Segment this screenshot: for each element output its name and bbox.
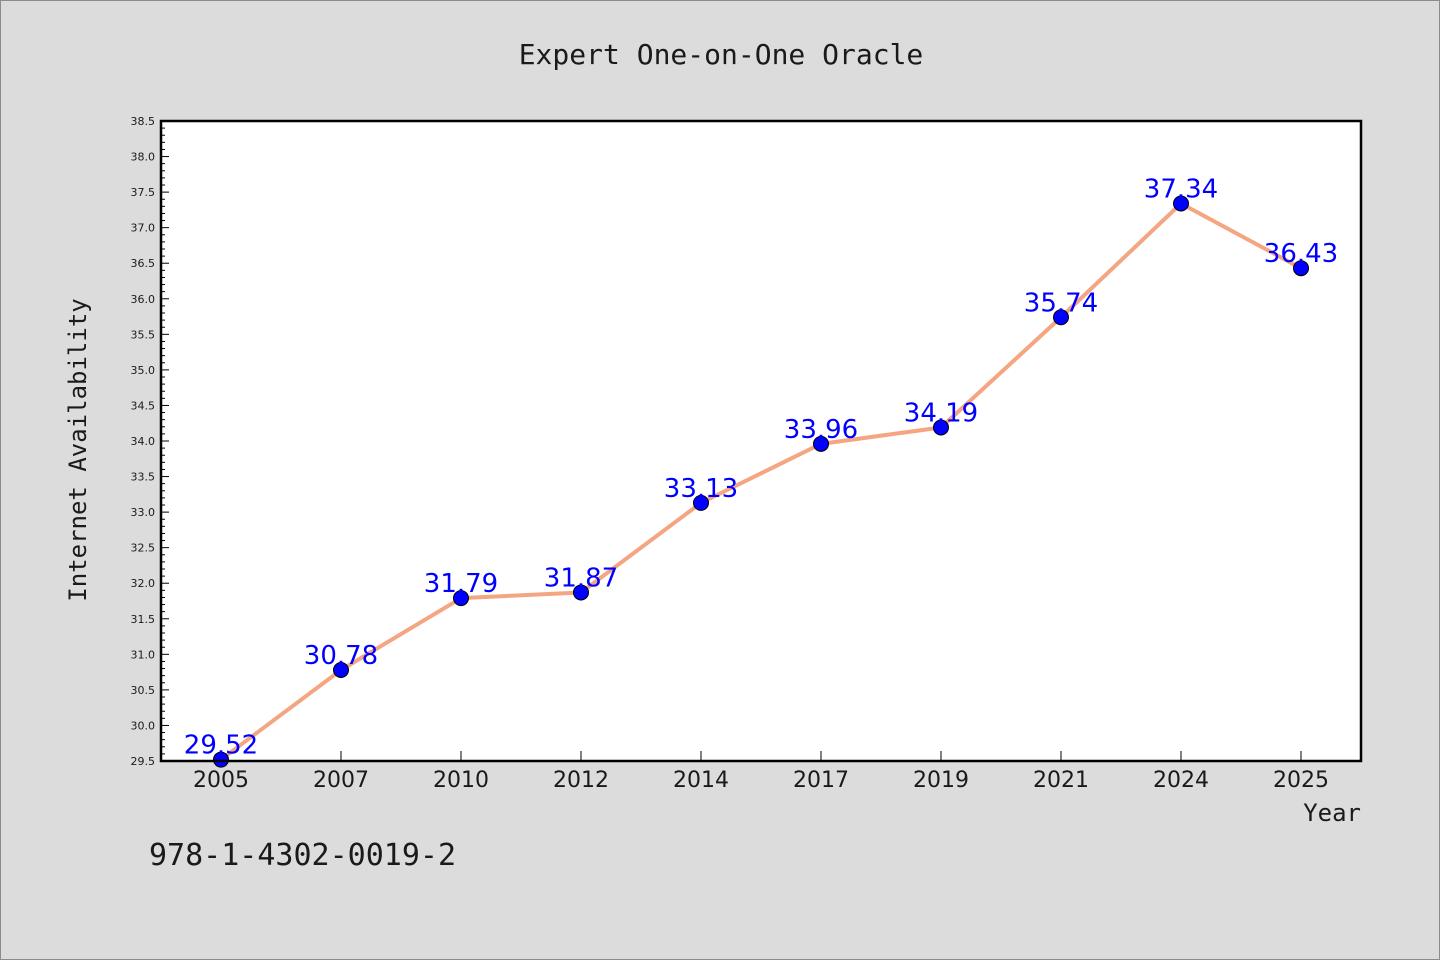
y-tick-label: 32.5 [131,542,156,555]
y-tick-label: 34.0 [131,435,156,448]
y-tick-label: 30.0 [131,719,156,732]
data-point-2012 [573,584,589,601]
y-tick-label: 31.0 [131,648,156,661]
plot-area [161,121,1361,761]
x-tick-label: 2010 [433,768,489,793]
data-label-2021: 35.74 [1024,288,1098,318]
data-label-2014: 33.13 [664,474,738,504]
y-tick-label: 30.5 [131,684,156,697]
isbn-annotation: 978-1-4302-0019-2 [149,838,456,873]
data-label-2010: 31.79 [424,569,498,599]
data-labels: 29.52 30.78 31.79 31.87 33.13 33.96 34.19 35.74… [184,174,1338,760]
y-tick-label: 35.5 [131,328,156,341]
x-tick-label: 2005 [193,768,249,793]
y-tick-label: 31.5 [131,613,156,626]
x-axis-label: Year [1303,799,1361,827]
y-tick-label: 37.5 [131,186,156,199]
data-point-2024 [1173,195,1189,212]
data-label-2024: 37.34 [1144,174,1218,204]
data-label-2025: 36.43 [1264,239,1338,269]
data-point-2017 [813,435,829,452]
y-tick-label: 33.5 [131,471,156,484]
y-tick-label: 36.5 [131,257,156,270]
series-line [219,201,1303,762]
y-tick-label: 37.0 [131,222,156,235]
x-tick-label: 2014 [673,768,729,793]
y-tick-label: 36.0 [131,293,156,306]
x-tick-label: 2007 [313,768,369,793]
data-point-2025 [1293,260,1309,277]
x-tick-label: 2019 [913,768,969,793]
axes: 29.5 30.0 30.5 31.0 31.5 32.0 32.5 33.0 33.5 34.0… [131,115,1330,793]
plot-frame [159,119,1363,763]
y-tick-label: 33.0 [131,506,156,519]
data-point-2019 [933,419,949,436]
data-label-2017: 33.96 [784,415,858,445]
data-point-2014 [693,494,709,511]
x-tick-label: 2025 [1273,768,1329,793]
x-tick-label: 2024 [1153,768,1209,793]
y-tick-label: 38.0 [131,151,156,164]
x-tick-label: 2012 [553,768,609,793]
y-tick-label: 32.0 [131,577,156,590]
data-label-2005: 29.52 [184,731,258,761]
x-tick-label: 2017 [793,768,849,793]
data-point-2010 [453,590,469,607]
y-tick-label: 35.0 [131,364,156,377]
y-tick-label: 34.5 [131,399,156,412]
data-point-2007 [333,661,349,678]
data-point-2005 [213,751,229,768]
y-tick-label: 29.5 [131,755,156,768]
x-tick-label: 2021 [1033,768,1089,793]
data-label-2019: 34.19 [904,398,978,428]
chart-title: Expert One-on-One Oracle [519,38,924,71]
data-markers [213,195,1309,768]
data-point-2021 [1053,309,1069,326]
data-label-2007: 30.78 [304,641,378,671]
data-label-2012: 31.87 [544,563,618,593]
y-axis-label: Internet Availability [64,298,92,601]
y-tick-label: 38.5 [131,115,156,128]
